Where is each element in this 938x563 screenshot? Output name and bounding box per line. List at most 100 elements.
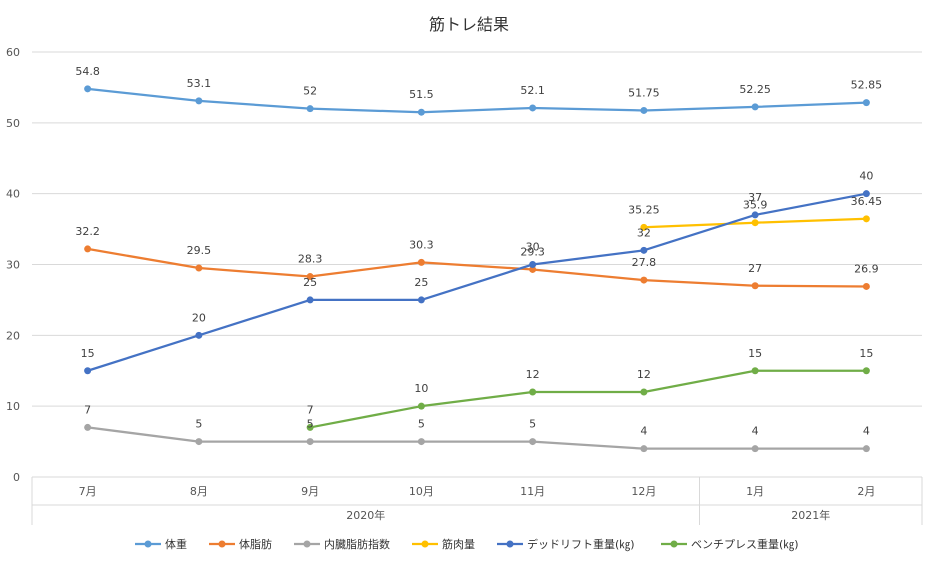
data-label: 25	[414, 276, 428, 289]
series-3	[640, 215, 870, 231]
series-point	[195, 438, 203, 446]
series-point	[640, 246, 648, 254]
series-2	[84, 423, 870, 453]
data-label: 5	[418, 418, 425, 431]
series-point	[751, 211, 759, 219]
series-1	[84, 245, 870, 290]
data-label: 35.9	[743, 199, 768, 212]
data-label: 4	[752, 425, 759, 438]
data-label: 12	[637, 368, 651, 381]
data-label: 10	[414, 382, 428, 395]
legend-entry: 体脂肪	[209, 537, 272, 551]
x-tick-label: 11月	[520, 485, 545, 498]
data-label: 29.5	[187, 244, 212, 257]
legend-swatch-marker	[218, 540, 226, 548]
series-point	[862, 190, 870, 198]
legend-label: 内臓脂肪指数	[324, 537, 390, 551]
data-labels: 54.8 53.1 52 51.5 52.1 51.75 52.25 52.85 32.2 29.…	[75, 65, 882, 438]
series-point	[751, 367, 759, 375]
series-point	[751, 103, 759, 111]
data-label: 52	[303, 85, 317, 98]
data-label: 15	[748, 347, 762, 360]
series-point	[195, 331, 203, 339]
data-label: 29.3	[520, 245, 545, 258]
legend-label: デッドリフト重量(㎏)	[527, 537, 635, 551]
data-label: 5	[529, 418, 536, 431]
series-point	[862, 445, 870, 453]
series-point	[306, 438, 314, 446]
series-line	[87, 426, 867, 450]
series-point	[640, 388, 648, 396]
series-point	[751, 282, 759, 290]
data-label: 5	[195, 418, 202, 431]
series-point	[529, 265, 537, 273]
legend-label: 筋肉量	[442, 537, 475, 551]
data-label: 32.2	[75, 225, 100, 238]
data-label: 52.85	[851, 79, 883, 92]
legend-entry: 筋肉量	[412, 537, 475, 551]
series	[84, 85, 870, 453]
series-point	[84, 367, 92, 375]
x-tick-label: 8月	[190, 485, 208, 498]
data-label: 20	[192, 311, 206, 324]
data-label: 7	[307, 403, 314, 416]
legend-swatch-marker	[421, 540, 429, 548]
data-label: 4	[640, 425, 647, 438]
series-point	[640, 276, 648, 284]
series-point	[862, 99, 870, 107]
series-point	[84, 423, 92, 431]
data-label: 28.3	[298, 253, 323, 266]
y-tick-label: 10	[6, 400, 20, 413]
chart-title: 筋トレ結果	[429, 15, 509, 34]
x-tick-label: 9月	[301, 485, 319, 498]
series-point	[529, 438, 537, 446]
data-label: 30.3	[409, 238, 434, 251]
data-label: 15	[859, 347, 873, 360]
legend-entry: ベンチプレス重量(㎏)	[661, 537, 799, 551]
series-point	[306, 423, 314, 431]
series-line	[87, 192, 867, 372]
data-label: 5	[307, 418, 314, 431]
y-tick-label: 60	[6, 46, 20, 59]
data-label: 53.1	[187, 77, 212, 90]
series-point	[751, 219, 759, 227]
legend-swatch-marker	[506, 540, 514, 548]
series-point	[306, 296, 314, 304]
data-label: 15	[81, 347, 95, 360]
data-label: 52.1	[520, 84, 545, 97]
series-point	[529, 104, 537, 112]
series-point	[862, 215, 870, 223]
data-label: 30	[526, 241, 540, 254]
data-label: 40	[859, 170, 873, 183]
x-tick-label: 12月	[631, 485, 656, 498]
series-point	[84, 85, 92, 93]
series-line	[309, 369, 867, 429]
data-label: 32	[637, 226, 651, 239]
data-label: 26.9	[854, 262, 879, 275]
data-label: 27.8	[632, 256, 657, 269]
series-point	[640, 106, 648, 114]
data-label: 12	[526, 368, 540, 381]
legend-swatch-marker	[144, 540, 152, 548]
series-point	[306, 105, 314, 113]
series-point	[640, 445, 648, 453]
series-point	[195, 264, 203, 272]
data-label: 25	[303, 276, 317, 289]
series-point	[195, 97, 203, 105]
series-5	[306, 367, 870, 431]
legend-label: 体重	[165, 537, 187, 551]
series-point	[529, 261, 537, 268]
data-label: 7	[84, 403, 91, 416]
series-point	[529, 388, 537, 396]
legend-swatch-marker	[670, 540, 678, 548]
y-tick-label: 0	[13, 471, 20, 484]
data-label: 37	[748, 191, 762, 204]
x-tick-label: 1月	[746, 485, 764, 498]
legend-label: 体脂肪	[239, 537, 272, 551]
series-point	[417, 438, 425, 446]
data-label: 35.25	[628, 203, 660, 216]
series-point	[306, 273, 314, 281]
series-point	[862, 282, 870, 290]
x-tick-label: 10月	[409, 485, 434, 498]
